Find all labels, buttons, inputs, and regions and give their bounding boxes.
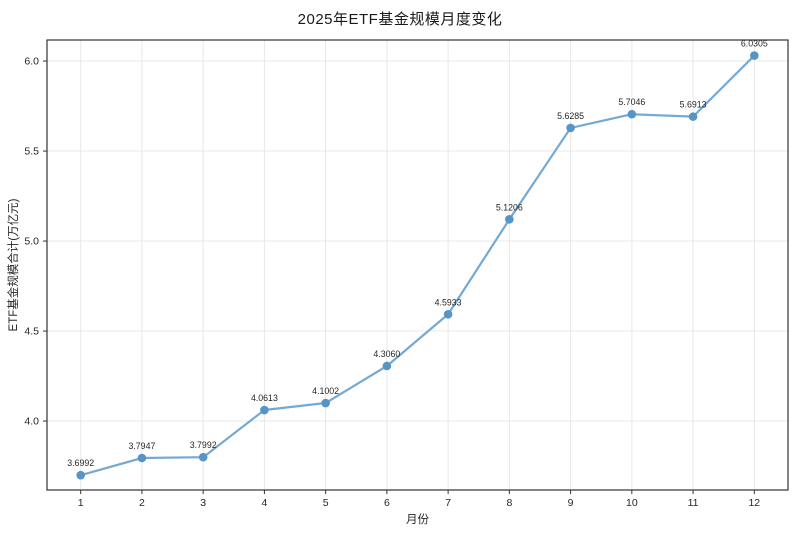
data-point-label: 5.6913 <box>680 100 707 110</box>
data-point <box>260 405 269 415</box>
data-point <box>198 452 208 462</box>
data-point <box>137 453 147 463</box>
data-point-label: 4.5933 <box>435 297 462 307</box>
data-point-label: 3.7992 <box>190 440 217 450</box>
data-point-label: 5.6285 <box>557 111 584 121</box>
x-tick-label: 8 <box>506 497 512 509</box>
data-point-label: 5.7046 <box>618 97 645 107</box>
series-line <box>79 54 756 477</box>
data-point-label: 3.7947 <box>128 441 155 451</box>
x-tick-label: 11 <box>688 497 699 509</box>
data-point <box>76 470 85 480</box>
data-point-label: 6.0305 <box>741 39 768 49</box>
data-point-label: 5.1206 <box>496 202 523 212</box>
x-tick-label: 4 <box>261 497 267 509</box>
y-tick-label: 5.0 <box>24 236 39 248</box>
data-point-label: 4.1002 <box>312 386 339 396</box>
x-tick-label: 3 <box>200 497 206 509</box>
data-point <box>566 123 575 133</box>
x-tick-label: 12 <box>748 497 760 509</box>
data-point <box>627 109 637 119</box>
data-point <box>750 51 759 60</box>
data-point-label: 3.6992 <box>67 458 94 468</box>
y-tick-label: 4.0 <box>24 416 39 428</box>
data-point <box>688 112 698 121</box>
plot-border <box>46 39 789 491</box>
x-tick-label: 1 <box>78 497 84 509</box>
data-point <box>505 215 514 224</box>
data-point-label: 4.3060 <box>373 349 400 359</box>
y-tick-label: 6.0 <box>24 56 39 68</box>
y-tick-label: 4.5 <box>24 326 39 338</box>
x-tick-label: 6 <box>384 497 390 509</box>
data-point-label: 4.0613 <box>251 393 278 403</box>
data-point <box>321 398 330 408</box>
chart-title: 2025年ETF基金规模月度变化 <box>297 11 503 28</box>
y-axis-label: ETF基金规模合计(万亿元) <box>6 198 20 331</box>
x-tick-label: 5 <box>323 497 329 509</box>
x-tick-label: 9 <box>568 497 574 509</box>
y-tick-label: 5.5 <box>24 146 39 158</box>
x-tick-label: 7 <box>445 497 451 509</box>
x-tick-label: 2 <box>139 497 145 509</box>
data-point <box>443 309 453 319</box>
x-tick-label: 10 <box>626 497 638 509</box>
data-point <box>382 361 392 371</box>
x-axis-label: 月份 <box>406 513 429 526</box>
